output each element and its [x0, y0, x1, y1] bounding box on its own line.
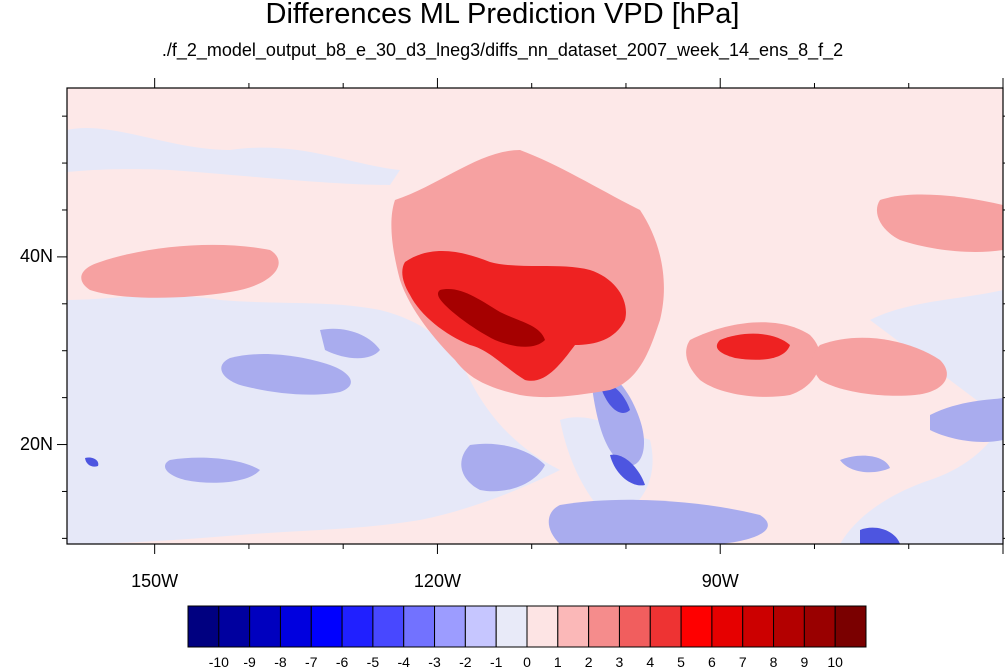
colorbar-label: -6: [335, 654, 349, 670]
colorbar-label: 10: [827, 654, 843, 670]
colorbar-swatch: [279, 605, 312, 648]
pos-max-core: [437, 289, 545, 347]
colorbar-label: 9: [800, 654, 809, 670]
colorbar-swatch: [403, 605, 436, 648]
neg-strong-2: [610, 454, 645, 486]
pos-strong-southeast: [716, 333, 790, 360]
pos-region-northeast: [876, 194, 1003, 252]
colorbar-label: 1: [553, 654, 562, 670]
neg-patch-7: [930, 398, 1003, 442]
colorbar-label: -2: [459, 654, 472, 670]
colorbar-swatch: [803, 605, 836, 648]
neg-region-east: [840, 290, 1003, 544]
colorbar-swatch: [434, 605, 466, 648]
colorbar-swatch: [588, 605, 620, 648]
colorbar-swatch: [618, 605, 651, 648]
colorbar-label: -8: [274, 654, 287, 670]
lat-label: 20N: [19, 433, 53, 454]
field-layer: [67, 88, 1003, 544]
colorbar-swatch: [341, 605, 374, 648]
neg-patch-8: [840, 455, 890, 473]
colorbar-swatch: [711, 605, 744, 648]
lat-label: 40N: [19, 245, 53, 266]
colorbar-swatch: [526, 605, 559, 648]
colorbar-swatch: [218, 605, 251, 648]
pos-strong-west: [402, 251, 626, 381]
map-subtitle: ./f_2_model_output_b8_e_30_d3_lneg3/diff…: [161, 40, 844, 60]
pos-region-pacific: [81, 244, 279, 298]
neg-strong-1: [600, 384, 630, 413]
lon-label: 90W: [701, 571, 739, 591]
colorbar-label: -3: [428, 654, 441, 670]
lon-label: 150W: [131, 571, 179, 591]
colorbar-label: 8: [769, 654, 778, 670]
colorbar-swatch: [464, 605, 497, 648]
colorbar-label: -5: [366, 654, 380, 670]
colorbar-swatch: [187, 605, 220, 648]
neg-patch-4: [461, 443, 545, 492]
neg-patch-2: [320, 328, 380, 359]
colorbar-label: 6: [708, 654, 716, 670]
map-frame: [66, 87, 1004, 545]
neg-patch-3: [165, 457, 260, 483]
colorbar-label: 7: [738, 654, 747, 670]
colorbar-label: -9: [243, 654, 256, 670]
colorbar-label: 5: [677, 654, 685, 670]
neg-strong-3: [860, 527, 900, 544]
neg-region-west: [67, 295, 560, 544]
neg-region-north: [67, 127, 400, 185]
colorbar-label: 3: [615, 654, 624, 670]
pos-region-atlantic: [812, 337, 947, 396]
colorbar-swatch: [372, 605, 405, 648]
colorbar-label: 4: [646, 654, 655, 670]
neg-patch-1: [221, 354, 351, 395]
colorbar-label: -1: [489, 654, 503, 670]
colorbar-swatch: [310, 605, 343, 648]
colorbar-swatch: [557, 605, 590, 648]
colorbar-swatch: [249, 605, 281, 648]
lon-label: 120W: [413, 571, 461, 591]
neg-strong-4: [85, 457, 99, 467]
colorbar-swatch: [773, 605, 805, 648]
colorbar-swatch: [742, 605, 775, 648]
neg-patch-6: [548, 499, 768, 544]
colorbar-label: -7: [305, 654, 318, 670]
colorbar-label: 0: [523, 654, 531, 670]
colorbar-swatch: [834, 605, 867, 648]
colorbar-swatch: [680, 605, 713, 648]
colorbar-label: -4: [397, 654, 410, 670]
colorbar-label: -10: [208, 654, 229, 670]
colorbar-label: 2: [584, 654, 593, 670]
map-title: Differences ML Prediction VPD [hPa]: [265, 0, 740, 30]
colorbar-swatch: [495, 605, 528, 648]
colorbar: [187, 605, 867, 648]
colorbar-swatch: [649, 605, 682, 648]
